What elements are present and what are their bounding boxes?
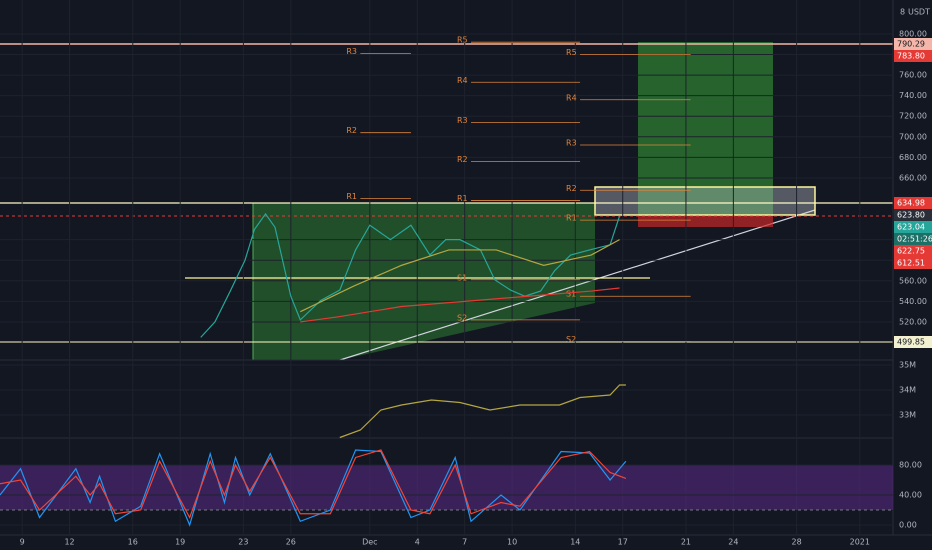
- pivot-label: R1: [566, 214, 577, 223]
- pivot-label: R4: [457, 76, 468, 85]
- y-tick-label: 34M: [899, 386, 916, 395]
- x-tick-label: 21: [681, 538, 691, 547]
- price-label: 634.98: [897, 199, 925, 208]
- price-label: 02:51:26: [897, 235, 932, 244]
- x-tick-label: 14: [570, 538, 580, 547]
- x-tick-label: 9: [20, 538, 25, 547]
- currency: USDT: [908, 8, 930, 17]
- price-label-box: [894, 209, 932, 221]
- y-tick-label: 740.00: [899, 91, 927, 100]
- rsi-band: [0, 464, 893, 511]
- y-tick-label: 660.00: [899, 173, 927, 182]
- pivot-label: S1: [566, 290, 576, 299]
- pivot-label: S2: [566, 335, 576, 344]
- pivot-label: R2: [346, 126, 357, 135]
- price-label: 612.51: [897, 259, 925, 268]
- pivot-label: S1: [457, 273, 467, 282]
- drawings: [0, 42, 893, 361]
- pivot-label: R2: [457, 155, 468, 164]
- pivot-label: R3: [457, 116, 468, 125]
- stoch-line: [0, 449, 627, 519]
- x-tick-label: 24: [728, 538, 738, 547]
- price-label-box: [894, 245, 932, 257]
- price-label-box: [894, 336, 932, 348]
- y-tick-label: 800.00: [899, 29, 927, 38]
- price-label: 783.80: [897, 52, 925, 61]
- x-tick-label: 26: [286, 538, 296, 547]
- y-tick-label: 520.00: [899, 317, 927, 326]
- price-label: 623.80: [897, 211, 925, 220]
- y-tick-label: 700.00: [899, 132, 927, 141]
- price-label-box: [894, 50, 932, 62]
- y-tick-label: 560.00: [899, 276, 927, 285]
- x-tick-label: 10: [507, 538, 517, 547]
- y-tick-label: 35M: [899, 361, 916, 370]
- price-series: [300, 287, 620, 323]
- y-tick-label: 33M: [899, 411, 916, 420]
- x-tick-label: 4: [415, 538, 420, 547]
- pivot-label: R5: [566, 48, 577, 57]
- y-tick-label: 540.00: [899, 297, 927, 306]
- pivot-label: R1: [457, 194, 468, 203]
- y-tick-label: 40.00: [899, 491, 922, 500]
- price-label-box: [894, 221, 932, 233]
- pivot-label: R3: [346, 47, 357, 56]
- long-stop: [638, 215, 773, 227]
- pivot-label: R4: [566, 93, 577, 102]
- pattern-zone: [253, 203, 595, 360]
- pivot-label: R2: [566, 184, 577, 193]
- x-tick-label: 2021: [850, 538, 870, 547]
- x-tick-label: Dec: [362, 538, 377, 547]
- y-tick-label: 680.00: [899, 153, 927, 162]
- pivot-label: R3: [566, 139, 577, 148]
- price-label: 790.29: [897, 40, 925, 49]
- price-label: 623.04: [897, 223, 925, 232]
- price-label-box: [894, 233, 932, 245]
- long-target: [638, 42, 773, 215]
- x-tick-label: 19: [175, 538, 185, 547]
- price-label-box: [894, 38, 932, 50]
- indicator-line: [339, 384, 626, 439]
- y-tick-label: 80.00: [899, 460, 922, 469]
- pivot-label: R5: [457, 36, 468, 45]
- pivot-label: S2: [457, 313, 467, 322]
- x-tick-label: 12: [64, 538, 74, 547]
- pivot-label: R1: [346, 192, 357, 201]
- x-tick-label: 28: [791, 538, 801, 547]
- x-tick-label: 7: [462, 538, 467, 547]
- price-series: [200, 212, 621, 338]
- x-tick-label: 23: [238, 538, 248, 547]
- x-tick-label: 16: [128, 538, 138, 547]
- price-label-box: [894, 197, 932, 209]
- corner: 8: [900, 8, 905, 17]
- y-tick-label: 760.00: [899, 71, 927, 80]
- price-label: 622.75: [897, 247, 925, 256]
- stoch-line: [0, 449, 627, 527]
- x-tick-label: 17: [618, 538, 628, 547]
- y-tick-label: 720.00: [899, 112, 927, 121]
- trendline: [339, 209, 816, 361]
- price-label: 499.85: [897, 338, 925, 347]
- y-tick-label: 0.00: [899, 521, 917, 530]
- price-label-box: [894, 257, 932, 269]
- range-box: [594, 186, 816, 216]
- price-series: [300, 239, 620, 313]
